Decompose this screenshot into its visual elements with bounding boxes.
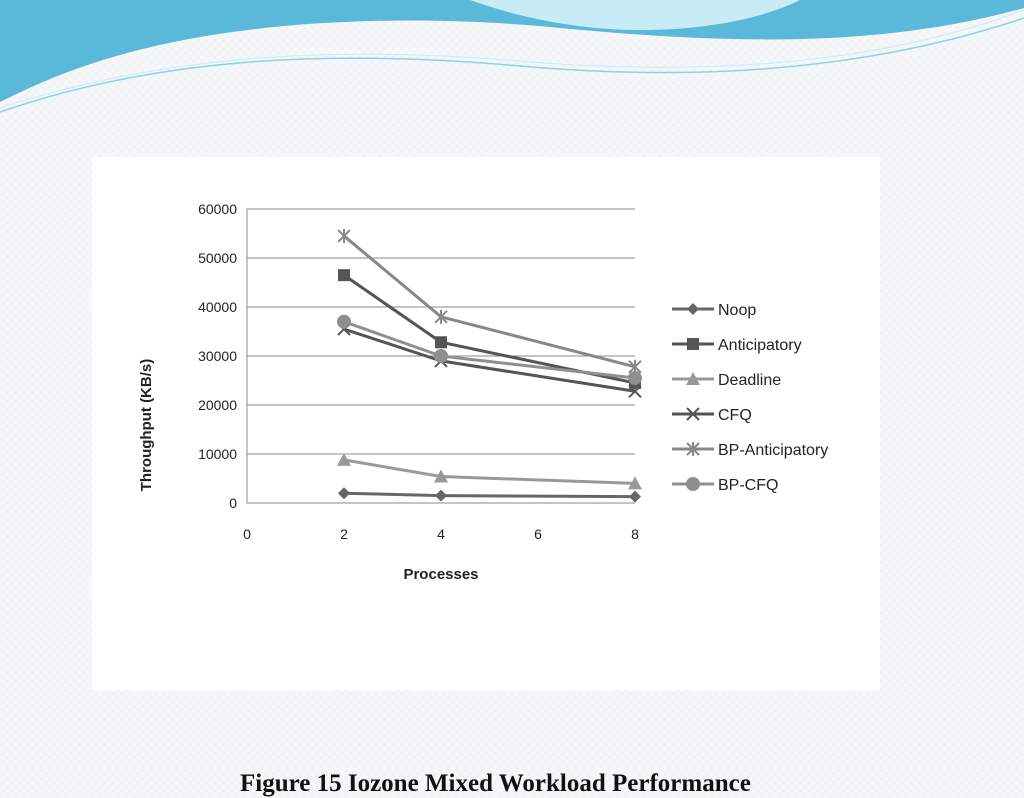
- series-deadline: [337, 452, 642, 490]
- header-wave-banner: [0, 0, 1024, 113]
- legend: Noop Anticipatory Deadline CFQ BP-Anticipato…: [672, 302, 828, 494]
- throughput-line-chart: 0 10000 20000 30000 40000 50000 60000 0 2 4 6 8 Noo…: [138, 201, 828, 583]
- data-point: [338, 487, 350, 500]
- x-tick-label: 2: [340, 526, 348, 542]
- legend-marker: [686, 477, 700, 491]
- legend-label: Anticipatory: [718, 337, 802, 354]
- legend-item-cfq: CFQ: [672, 407, 752, 424]
- y-tick-label: 30000: [198, 348, 237, 364]
- data-point: [628, 371, 642, 386]
- y-axis-label: Throughput (KB/s): [138, 359, 155, 491]
- x-tick-label: 6: [534, 526, 542, 542]
- data-point: [434, 469, 448, 483]
- y-tick-label: 50000: [198, 250, 237, 266]
- legend-item-bp-anticipatory: BP-Anticipatory: [672, 442, 828, 459]
- legend-item-bp-cfq: BP-CFQ: [672, 477, 778, 494]
- data-point: [337, 452, 351, 466]
- data-point: [337, 228, 351, 243]
- legend-label: Noop: [718, 302, 756, 319]
- y-tick-label: 40000: [198, 299, 237, 315]
- gridlines: [247, 208, 635, 504]
- y-tick-label: 0: [229, 495, 237, 511]
- series-line: [343, 234, 636, 369]
- data-point: [434, 309, 448, 324]
- legend-label: CFQ: [718, 407, 752, 424]
- legend-item-noop: Noop: [672, 302, 756, 319]
- legend-label: BP-Anticipatory: [718, 442, 828, 459]
- figure-panel: 0 10000 20000 30000 40000 50000 60000 0 2 4 6 8 Noo…: [92, 157, 880, 797]
- x-axis-label: Processes: [403, 566, 478, 583]
- legend-label: Deadline: [718, 372, 781, 389]
- legend-marker: [687, 303, 699, 315]
- series-noop: [338, 487, 641, 503]
- data-point: [628, 384, 642, 398]
- data-point: [628, 476, 642, 490]
- legend-marker: [686, 372, 700, 385]
- legend-item-deadline: Deadline: [672, 372, 781, 389]
- figure-caption: Figure 15 Iozone Mixed Workload Performa…: [240, 770, 751, 797]
- x-stroke: [628, 384, 642, 398]
- data-point: [338, 269, 350, 282]
- series-line: [343, 491, 636, 499]
- axes: 0 10000 20000 30000 40000 50000 60000 0 2 4 6 8: [198, 201, 639, 542]
- series-line: [343, 458, 636, 485]
- data-point: [434, 349, 448, 363]
- x-tick-label: 8: [631, 526, 639, 542]
- series-bp-cfq: [337, 314, 642, 386]
- y-tick-label: 20000: [198, 397, 237, 413]
- legend-marker: [686, 407, 700, 421]
- x-tick-label: 0: [243, 526, 251, 542]
- legend-marker: [687, 338, 699, 350]
- data-point: [435, 336, 447, 349]
- series-lines: [337, 228, 642, 503]
- legend-marker: [686, 442, 700, 456]
- data-point: [337, 314, 351, 329]
- y-tick-label: 10000: [198, 446, 237, 462]
- legend-label: BP-CFQ: [718, 477, 778, 494]
- data-point: [629, 490, 641, 503]
- x-stroke: [686, 407, 700, 421]
- legend-item-anticipatory: Anticipatory: [672, 337, 802, 354]
- data-point: [435, 489, 447, 502]
- x-tick-label: 4: [437, 526, 445, 542]
- y-tick-label: 60000: [198, 201, 237, 217]
